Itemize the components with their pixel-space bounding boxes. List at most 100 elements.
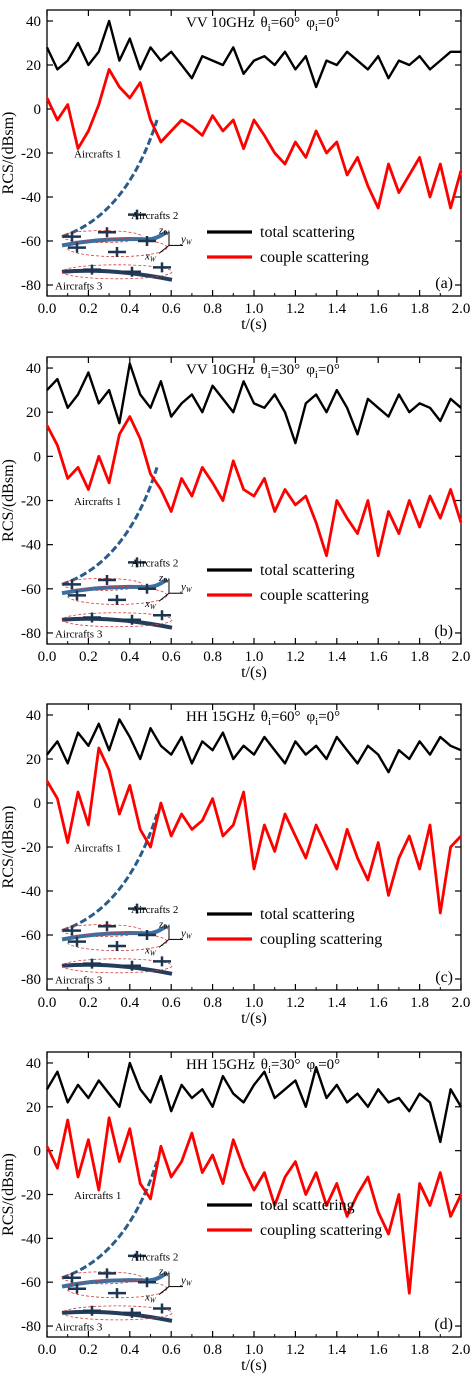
y-tick-label: -40	[21, 538, 41, 554]
data-point-total	[139, 1088, 141, 1090]
data-point-coupling	[356, 857, 359, 859]
x-tick-label: 0.8	[203, 995, 222, 1011]
data-point-coupling	[56, 798, 59, 800]
data-point-coupling	[67, 1119, 69, 1121]
data-point-total	[149, 1101, 152, 1103]
z-axis-label: zW	[158, 224, 170, 237]
data-point-coupling	[139, 82, 141, 84]
x-tick-label: 1.6	[369, 995, 388, 1011]
data-point-total	[460, 51, 462, 53]
x-tick-label: 1.4	[327, 301, 346, 317]
data-point-coupling	[67, 477, 69, 479]
data-point-total	[398, 1097, 400, 1099]
data-point-total	[325, 1097, 328, 1099]
y-tick-label: 40	[26, 708, 41, 724]
data-point-coupling	[181, 477, 183, 479]
data-point-coupling	[129, 97, 131, 99]
y-axis-label: RCS/(dBsm)	[0, 806, 17, 889]
y-tick-label: -60	[21, 582, 41, 598]
title-part-pol: VV 10GHz	[186, 362, 255, 378]
data-point-total	[367, 745, 369, 747]
title-part-phi-val: =0°	[318, 1057, 340, 1073]
aircraft-1-ellipse	[61, 577, 143, 591]
axis-subscript: W	[150, 949, 157, 957]
data-point-total	[87, 1097, 89, 1099]
data-point-coupling	[118, 433, 120, 435]
aircraft-3-label: Aircrafts 3	[55, 280, 103, 292]
data-point-coupling	[232, 1139, 234, 1141]
y-tick-label: -60	[21, 928, 41, 944]
x-tick-label: 0.4	[120, 301, 139, 317]
data-point-total	[201, 55, 203, 57]
aircraft-formation-inset: Aircrafts 1 Aircrafts 2 Aircrafts 3 zW yW xW	[55, 119, 193, 292]
data-point-coupling	[377, 555, 379, 557]
data-point-total	[263, 1071, 265, 1073]
data-point-coupling	[191, 828, 193, 831]
data-point-total	[387, 77, 390, 79]
x-tick-label: 2.0	[452, 301, 471, 317]
data-point-total	[325, 758, 328, 760]
chart-title: HH 15GHz θi=30° φi=0°	[186, 1057, 340, 1076]
data-point-total	[315, 86, 317, 88]
data-point-coupling	[201, 1172, 203, 1174]
data-point-total	[181, 736, 183, 738]
chart-panel-d: 0.0 0.2 0.4 0.6 0.8 1.0 1.2 1.4 1.6 1.8 2.0 40 20 0 -2…	[0, 1051, 471, 1374]
x-tick-label: 1.0	[245, 1342, 264, 1358]
data-point-coupling	[294, 1161, 296, 1163]
data-point-coupling	[253, 495, 255, 497]
data-point-total	[201, 740, 203, 743]
data-point-total	[356, 762, 359, 765]
y-tick-label: -20	[21, 840, 41, 856]
data-point-coupling	[325, 1204, 328, 1207]
z-axis-label: zW	[158, 1266, 170, 1279]
data-point-total	[356, 60, 359, 62]
data-point-total	[46, 389, 48, 391]
data-point-total	[263, 407, 265, 409]
x-tick-label: 1.6	[369, 1342, 388, 1358]
data-point-total	[294, 1079, 296, 1082]
aircraft-glyph	[108, 594, 126, 605]
data-point-total	[160, 60, 162, 62]
data-point-total	[160, 745, 162, 747]
data-point-coupling	[191, 495, 193, 497]
data-point-coupling	[212, 482, 214, 484]
aircraft-glyph	[68, 1283, 86, 1294]
x-tick-label: 2.0	[452, 1342, 471, 1358]
x-tick-label: 0.8	[203, 649, 222, 665]
data-point-coupling	[77, 791, 79, 793]
data-point-coupling	[222, 835, 224, 837]
axis-subscript: W	[150, 1297, 157, 1305]
data-point-coupling	[387, 510, 390, 513]
data-point-total	[77, 1084, 79, 1086]
x-tick-label: 0.4	[120, 995, 139, 1011]
data-point-total	[274, 64, 276, 66]
series-line-coupling-scattering	[45, 415, 463, 558]
aircraft-glyph	[153, 262, 171, 273]
aircraft-glyph	[153, 610, 171, 621]
y-tick-label: -20	[21, 494, 41, 510]
data-point-coupling	[108, 68, 110, 70]
data-point-total	[377, 55, 379, 57]
data-point-total	[56, 378, 59, 380]
data-point-total	[243, 1101, 245, 1103]
data-point-coupling	[181, 813, 183, 815]
data-point-coupling	[243, 791, 245, 793]
data-point-total	[387, 771, 390, 773]
data-point-coupling	[46, 1145, 48, 1147]
data-point-total	[315, 745, 317, 747]
data-point-coupling	[450, 488, 452, 491]
aircraft-formation-inset: Aircrafts 1 Aircrafts 2 Aircrafts 3 zW yW xW	[55, 1161, 193, 1333]
data-point-total	[46, 46, 48, 49]
data-point-total	[346, 51, 348, 53]
aircraft-formation-inset: Aircrafts 1 Aircrafts 2 Aircrafts 3 zW yW xW	[55, 813, 193, 986]
title-part-theta-val: =60°	[271, 709, 300, 725]
data-point-total	[201, 1088, 203, 1090]
aircraft-glyph	[83, 1305, 101, 1316]
x-tick-label: 0.8	[203, 1342, 222, 1358]
aircraft-glyph	[128, 557, 146, 568]
data-point-total	[263, 55, 265, 57]
axis-subscript: W	[150, 255, 157, 263]
data-point-total	[46, 1088, 48, 1090]
title-part-theta: θ	[260, 362, 267, 378]
data-point-total	[367, 398, 369, 400]
